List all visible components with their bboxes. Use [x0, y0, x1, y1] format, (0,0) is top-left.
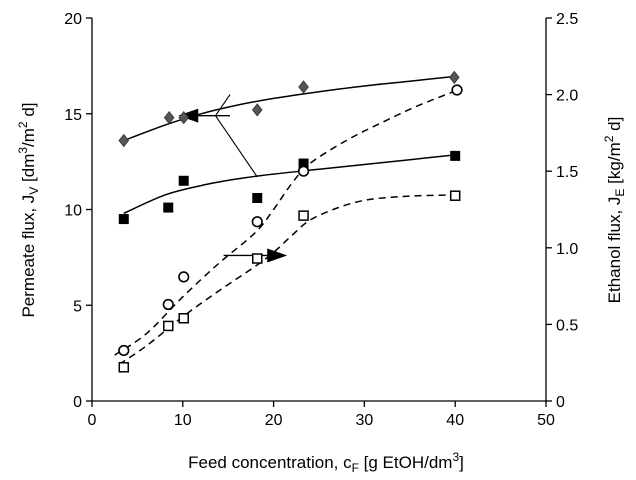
y-left-tick-label: 0: [73, 394, 82, 411]
circle-open-point: [162, 298, 174, 311]
square-filled-point: [252, 193, 263, 204]
x-tick-label: 10: [174, 412, 192, 429]
y-right-tick-label: 0.5: [556, 317, 578, 334]
fit-curve-circle-open: [114, 89, 459, 356]
y-right-tick-label: 2.0: [556, 88, 578, 105]
annotations: [178, 94, 288, 263]
square-open-point: [118, 362, 130, 373]
circle-open-point: [451, 84, 463, 96]
square-filled-point: [450, 150, 461, 161]
square-open-point: [298, 210, 309, 221]
y-ticks-right: 0 0.5 1.0 1.5 2.0 2.5: [546, 11, 578, 411]
x-axis-title: Feed concentration, cF [g EtOH/dm3]: [188, 450, 464, 475]
fit-curve-square-open: [118, 194, 458, 365]
diamond-point: [178, 110, 190, 125]
plot-frame: [91, 18, 547, 402]
y-left-tick-label: 20: [64, 11, 82, 28]
x-tick-label: 40: [446, 412, 464, 429]
square-filled-point: [178, 175, 189, 186]
diamond-point: [298, 80, 309, 94]
circle-open-point: [178, 271, 190, 283]
arrow-head: [178, 108, 199, 123]
x-ticks: 0 10 20 30 40 50: [88, 401, 555, 429]
square-filled-point: [163, 202, 174, 213]
square-filled-point: [118, 214, 129, 225]
data-markers: [118, 70, 463, 373]
y-ticks-left: 0 5 10 15 20: [64, 11, 92, 411]
diamond-point: [118, 133, 130, 148]
diamond-point: [251, 103, 263, 117]
x-tick-label: 0: [88, 412, 97, 429]
circle-open-point: [251, 216, 263, 228]
y-right-tick-label: 1.0: [556, 241, 578, 258]
fit-curves: [114, 75, 459, 365]
y-axis-left-title: Permeate flux, JV [dm3/m2 d]: [16, 102, 41, 317]
square-filled-point: [298, 158, 309, 169]
square-open-point: [252, 253, 263, 264]
y-axis-right-title: Ethanol flux, JE [kg/m2 d]: [602, 117, 627, 304]
arrow-head: [267, 248, 288, 263]
pointer-line: [215, 94, 231, 116]
y-right-tick-label: 0: [556, 394, 565, 411]
square-open-point: [449, 190, 461, 201]
square-open-point: [178, 313, 189, 324]
y-left-tick-label: 15: [64, 107, 82, 124]
x-tick-label: 30: [356, 412, 374, 429]
square-open-point: [163, 320, 174, 332]
y-left-tick-label: 10: [64, 203, 82, 220]
pointer-line: [215, 115, 258, 178]
x-tick-label: 50: [537, 412, 555, 429]
x-tick-label: 20: [265, 412, 283, 429]
y-right-tick-label: 1.5: [556, 164, 578, 181]
diamond-point: [163, 110, 175, 125]
y-right-tick-label: 2.5: [556, 11, 578, 28]
y-left-tick-label: 5: [73, 298, 82, 315]
diamond-point: [448, 70, 460, 85]
fit-curve-square-filled: [123, 154, 456, 214]
fit-curve-diamond: [123, 75, 456, 142]
circle-open-point: [297, 165, 310, 177]
circle-open-point: [118, 344, 130, 357]
